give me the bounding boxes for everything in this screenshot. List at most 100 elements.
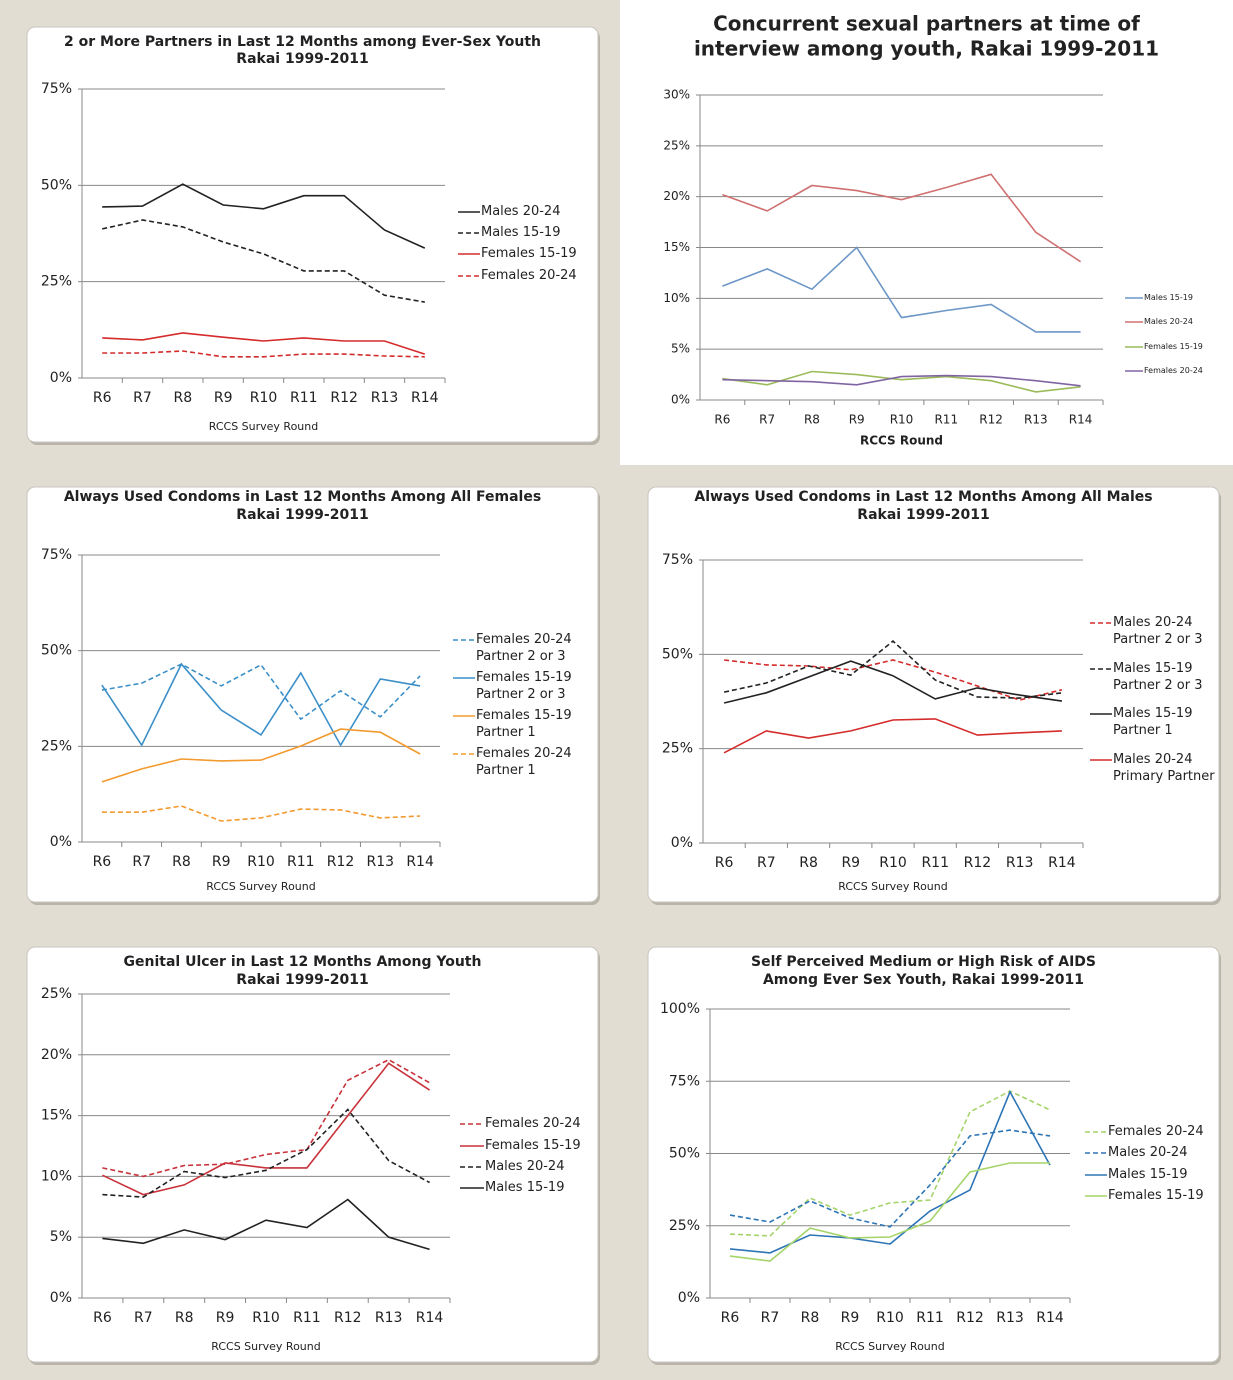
legend-entry: Females 20-24 Partner 1: [476, 746, 572, 778]
x-tick-label: R14: [1069, 413, 1093, 427]
legend-entry: Males 20-24 Primary Partner: [1113, 752, 1215, 784]
series-line: [102, 219, 425, 303]
legend-label: Females 15-19: [481, 246, 577, 261]
x-tick-label: R11: [934, 413, 958, 427]
legend-entry: Males 20-24: [1144, 317, 1193, 326]
x-axis-title: RCCS Survey Round: [211, 1340, 321, 1353]
legend-label: Females 20-24: [481, 268, 577, 283]
y-tick-label: 50%: [669, 1146, 700, 1162]
x-tick-label: R9: [841, 1310, 860, 1326]
y-tick-label: 10%: [663, 291, 690, 305]
legend-entry: Males 20-24 Partner 2 or 3: [1113, 615, 1203, 647]
x-tick-label: R6: [93, 1310, 112, 1326]
x-tick-label: R12: [964, 855, 992, 871]
y-tick-label: 100%: [660, 1001, 700, 1017]
panel: [620, 0, 1233, 465]
x-tick-label: R7: [134, 1310, 153, 1326]
x-tick-label: R7: [132, 854, 151, 870]
legend-label: Males 20-24 Partner 2 or 3: [1113, 615, 1203, 647]
series-line: [101, 662, 421, 747]
x-tick-label: R10: [252, 1310, 280, 1326]
x-tick-label: R14: [1036, 1310, 1064, 1326]
legend-entry: Males 15-19 Partner 1: [1113, 706, 1193, 738]
chart-title: Always Used Condoms in Last 12 Months Am…: [694, 489, 1152, 505]
chart-title: Self Perceived Medium or High Risk of AI…: [751, 954, 1096, 970]
legend-label: Males 15-19: [1144, 293, 1193, 302]
x-tick-label: R7: [761, 1310, 780, 1326]
y-tick-label: 5%: [671, 342, 690, 356]
legend-label: Males 15-19: [481, 225, 561, 240]
x-tick-label: R9: [212, 854, 231, 870]
series-line: [729, 1129, 1051, 1228]
legend-label: Females 15-19: [1108, 1188, 1204, 1203]
x-tick-label: R13: [367, 854, 395, 870]
x-tick-label: R12: [330, 390, 358, 406]
y-tick-label: 25%: [669, 1218, 700, 1234]
chart-title: Concurrent sexual partners at time of: [713, 12, 1140, 36]
legend-entry: Females 15-19 Partner 2 or 3: [476, 670, 572, 702]
y-tick-label: 75%: [41, 547, 72, 563]
chart-title: Always Used Condoms in Last 12 Months Am…: [64, 489, 541, 505]
x-tick-label: R12: [956, 1310, 984, 1326]
chart-panel: Always Used Condoms in Last 12 Months Am…: [647, 486, 1221, 905]
y-tick-label: 15%: [663, 240, 690, 254]
y-tick-label: 25%: [41, 986, 72, 1002]
x-axis-title: RCCS Survey Round: [206, 880, 316, 893]
legend-entry: Females 20-24: [485, 1116, 581, 1131]
series-line: [722, 173, 1082, 263]
chart-title: interview among youth, Rakai 1999-2011: [694, 37, 1159, 61]
legend-label: Females 15-19 Partner 2 or 3: [476, 670, 572, 702]
legend-entry: Males 15-19: [1144, 293, 1193, 302]
y-tick-label: 15%: [41, 1108, 72, 1124]
y-tick-label: 25%: [662, 741, 693, 757]
x-tick-label: R9: [216, 1310, 235, 1326]
x-tick-label: R13: [996, 1310, 1024, 1326]
series-line: [101, 728, 421, 783]
x-tick-label: R7: [133, 390, 152, 406]
x-tick-label: R12: [327, 854, 355, 870]
y-tick-label: 0%: [671, 393, 690, 407]
x-tick-label: R10: [247, 854, 275, 870]
legend-entry: Males 15-19: [485, 1180, 564, 1195]
legend-label: Males 20-24: [481, 204, 561, 219]
legend-label: Males 20-24 Primary Partner: [1113, 752, 1215, 784]
x-axis-title: RCCS Survey Round: [209, 420, 319, 433]
chart-title: 2 or More Partners in Last 12 Months amo…: [64, 34, 541, 50]
y-tick-label: 0%: [50, 370, 72, 386]
chart-title: Rakai 1999-2011: [857, 507, 989, 523]
y-tick-label: 0%: [671, 835, 693, 851]
legend-entry: Males 15-19: [1108, 1167, 1188, 1182]
y-tick-label: 25%: [663, 138, 690, 152]
x-tick-label: R9: [841, 855, 860, 871]
y-tick-label: 30%: [663, 88, 690, 102]
x-tick-label: R8: [799, 855, 818, 871]
y-tick-label: 0%: [678, 1290, 700, 1306]
legend-label: Males 20-24: [1144, 317, 1193, 326]
chart-title: Rakai 1999-2011: [236, 51, 368, 67]
x-tick-label: R11: [916, 1310, 944, 1326]
series-line: [102, 1198, 430, 1251]
legend-entry: Females 15-19: [485, 1138, 581, 1153]
x-tick-label: R13: [371, 390, 399, 406]
series-line: [102, 183, 426, 249]
series-line: [723, 718, 1062, 754]
legend-entry: Females 20-24: [481, 268, 577, 283]
series-line: [102, 332, 426, 355]
legend-label: Females 20-24: [485, 1116, 581, 1131]
series-line: [102, 350, 425, 358]
legend-label: Males 15-19 Partner 1: [1113, 706, 1193, 738]
chart-title: Rakai 1999-2011: [236, 972, 368, 988]
y-tick-label: 25%: [41, 738, 72, 754]
legend-label: Males 20-24: [1108, 1145, 1188, 1160]
panel: [26, 26, 599, 443]
chart-title: Among Ever Sex Youth, Rakai 1999-2011: [763, 972, 1084, 988]
x-axis-title: RCCS Round: [860, 434, 943, 448]
legend-label: Males 20-24: [485, 1159, 565, 1174]
series-line: [722, 374, 1081, 387]
legend-label: Females 20-24: [1144, 366, 1203, 375]
x-tick-label: R14: [416, 1310, 444, 1326]
legend-label: Males 15-19: [1108, 1167, 1188, 1182]
legend-entry: Females 15-19: [1108, 1188, 1204, 1203]
x-tick-label: R6: [721, 1310, 740, 1326]
